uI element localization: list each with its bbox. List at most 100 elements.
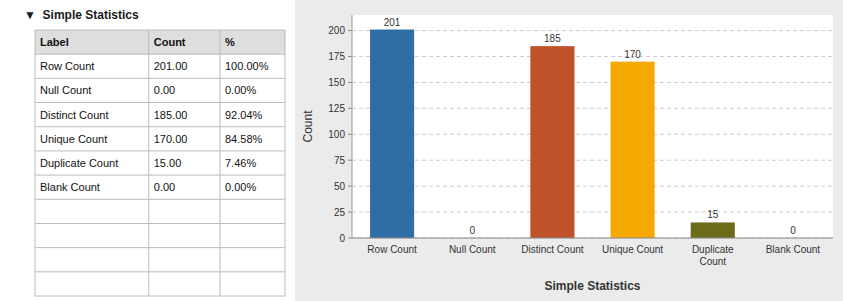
- table-col-line: [148, 30, 149, 296]
- table-cell: 15.00: [154, 157, 182, 169]
- table-header: Label: [40, 36, 69, 48]
- table-col-line: [35, 30, 36, 296]
- x-axis-line: [352, 238, 833, 239]
- data-label: 0: [790, 225, 796, 236]
- table-col-line: [220, 30, 221, 296]
- x-tick-label: Distinct Count: [521, 244, 583, 255]
- x-tick-label-line: Blank Count: [766, 244, 821, 255]
- table-header-bg: [35, 30, 285, 54]
- bars: [370, 30, 735, 238]
- y-tick-label: 0: [339, 233, 345, 244]
- x-tick-label: Unique Count: [602, 244, 663, 255]
- y-tick-label: 100: [328, 129, 345, 140]
- labels: 201 Row Count 0 Null Count 185 Distinct Count…: [367, 17, 820, 267]
- bar: [530, 46, 574, 238]
- table-row-line: [35, 126, 285, 127]
- table-col-line: [285, 30, 286, 296]
- x-tick-label-line: Count: [699, 256, 726, 267]
- y-tick: [348, 30, 352, 31]
- table-cell: 185.00: [154, 109, 188, 121]
- y-tick-label: 175: [328, 51, 345, 62]
- grid-line: [352, 238, 833, 239]
- table-cell: Null Count: [40, 84, 91, 96]
- table-cell: 100.00%: [225, 60, 269, 72]
- table-row-line: [35, 223, 285, 224]
- table-cell: Duplicate Count: [40, 157, 118, 169]
- grid-line: [352, 186, 833, 187]
- data-label: 15: [707, 209, 719, 220]
- y-tick: [348, 134, 352, 135]
- y-axis-line: [352, 15, 353, 238]
- bar: [611, 62, 655, 238]
- y-tick-label: 200: [328, 25, 345, 36]
- table-cell: Unique Count: [40, 133, 107, 145]
- y-tick-label: 25: [334, 207, 346, 218]
- y-tick-label: 75: [334, 155, 346, 166]
- table-row-line: [35, 78, 285, 79]
- table-header: Count: [154, 36, 186, 48]
- y-tick: [348, 186, 352, 187]
- table-row-line: [35, 271, 285, 272]
- x-tick-label-line: Unique Count: [602, 244, 663, 255]
- canvas: ▼ Simple StatisticsLabelCount%Row Count2…: [0, 0, 843, 301]
- y-tick-label: 125: [328, 103, 345, 114]
- x-axis-label: Simple Statistics: [544, 279, 640, 293]
- x-tick-label: Null Count: [449, 244, 496, 255]
- table-row-line: [35, 30, 285, 31]
- table-cell: 0.00: [154, 181, 175, 193]
- bar-panel: 0255075100125150175200201Row Count0Null …: [295, 0, 843, 301]
- y-tick: [348, 238, 352, 239]
- table-panel: ▼ Simple Statistics Label Count% Row Count 2…: [24, 8, 285, 296]
- y-axis-label: Count: [301, 110, 315, 143]
- table-cell: 0.00: [154, 84, 175, 96]
- table-cell: 201.00: [154, 60, 188, 72]
- table-cell: 92.04%: [225, 109, 263, 121]
- table-row-line: [35, 296, 285, 297]
- grid-line: [352, 56, 833, 57]
- bar: [691, 222, 735, 238]
- table-cell: 7.46%: [225, 157, 256, 169]
- data-label: 170: [624, 49, 641, 60]
- table-header: %: [225, 36, 235, 48]
- y-tick: [348, 82, 352, 83]
- grid-line: [352, 108, 833, 109]
- table-cell: Row Count: [40, 60, 94, 72]
- y-tick: [348, 108, 352, 109]
- title: ▼ Simple Statistics: [24, 8, 139, 22]
- grid-line: [352, 212, 833, 213]
- y-tick-label: 150: [328, 77, 345, 88]
- table-cell: Distinct Count: [40, 109, 108, 121]
- table-row-line: [35, 247, 285, 248]
- grid-line: [352, 82, 833, 83]
- grid-line: [352, 134, 833, 135]
- y-tick: [348, 160, 352, 161]
- chart-background: [295, 0, 843, 301]
- x-tick-label: Row Count: [367, 244, 417, 255]
- x-tick-label-line: Distinct Count: [521, 244, 583, 255]
- table-cell: 170.00: [154, 133, 188, 145]
- table-cell: 0.00%: [225, 84, 256, 96]
- table-cell: 84.58%: [225, 133, 263, 145]
- plot-background: [352, 15, 833, 238]
- table-row-line: [35, 54, 285, 55]
- data-label: 201: [384, 17, 401, 28]
- x-tick-label-line: Row Count: [367, 244, 417, 255]
- y-tick: [348, 212, 352, 213]
- table-row-line: [35, 102, 285, 103]
- x-tick-label-line: Null Count: [449, 244, 496, 255]
- grid-line: [352, 160, 833, 161]
- bar: [370, 30, 414, 238]
- table-row-line: [35, 199, 285, 200]
- data-label: 185: [544, 33, 561, 44]
- table-cell: Blank Count: [40, 181, 100, 193]
- page: {"chart_data": [ {"type": "table", "titl…: [0, 0, 843, 301]
- grid-line: [352, 30, 833, 31]
- y-tick: [348, 56, 352, 57]
- x-tick-label: Blank Count: [766, 244, 821, 255]
- table-row-line: [35, 150, 285, 151]
- x-tick-label: DuplicateCount: [692, 244, 734, 267]
- table-row-line: [35, 175, 285, 176]
- data-label: 0: [469, 225, 475, 236]
- x-tick-label-line: Duplicate: [692, 244, 734, 255]
- table-cell: 0.00%: [225, 181, 256, 193]
